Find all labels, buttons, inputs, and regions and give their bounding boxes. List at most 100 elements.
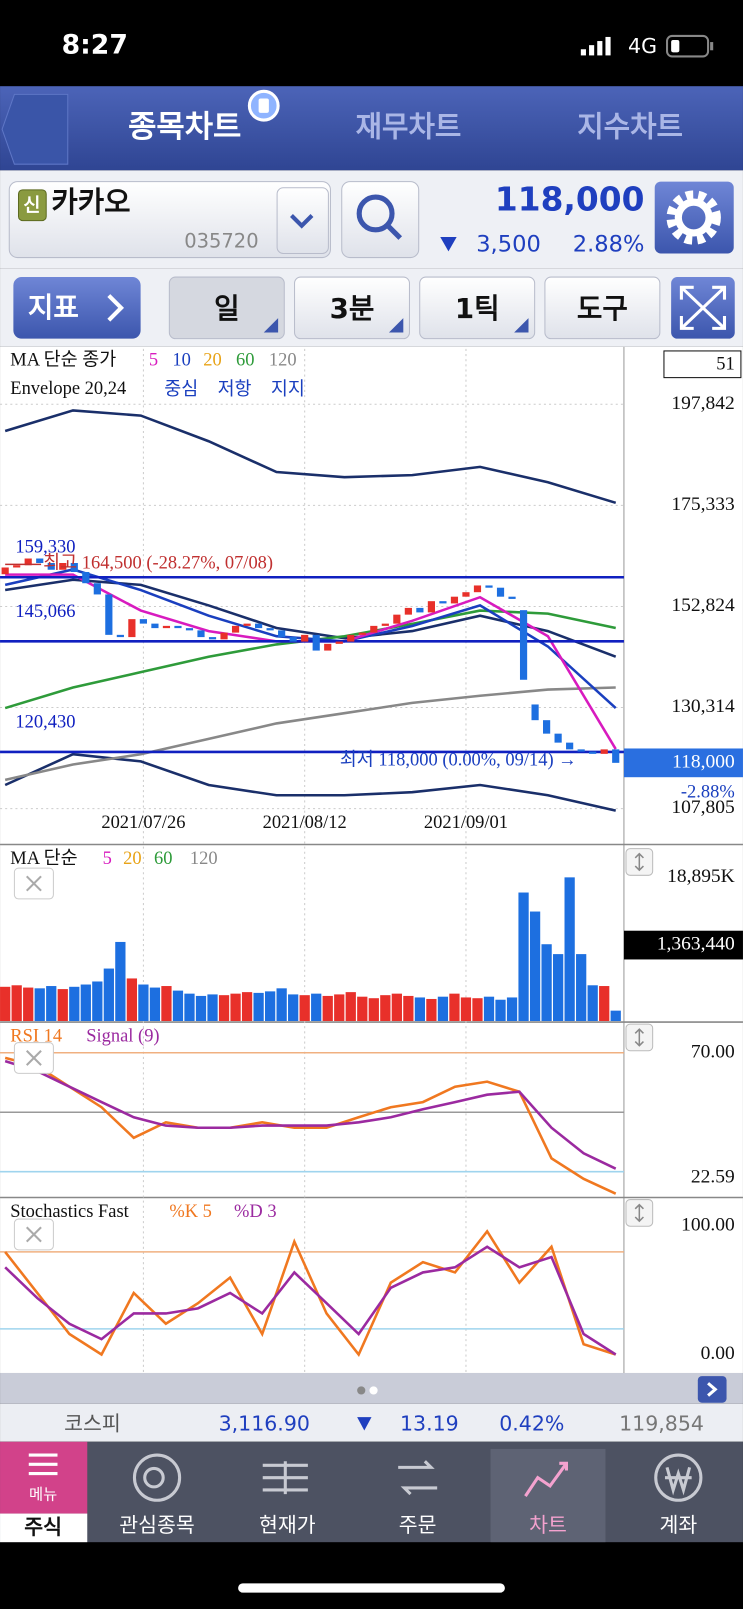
tab[interactable]: 지수차트 xyxy=(577,109,683,143)
candle xyxy=(82,571,90,584)
dropdown-button[interactable] xyxy=(276,187,329,254)
x-tick-label: 2021/08/12 xyxy=(263,812,347,832)
status-bar xyxy=(0,0,743,87)
candle xyxy=(554,733,562,743)
back-button[interactable] xyxy=(1,93,69,165)
down-arrow xyxy=(357,1417,372,1431)
candle xyxy=(174,625,182,629)
volume-bar xyxy=(195,995,207,1022)
indicator-line xyxy=(4,1229,617,1357)
ma-line xyxy=(4,752,617,812)
chart-title: Envelope 20,24 xyxy=(10,378,126,398)
legend-label: 120 xyxy=(269,349,297,369)
search-icon xyxy=(356,194,403,240)
index-bar xyxy=(0,1403,743,1442)
candle xyxy=(335,641,343,644)
stock-code: 035720 xyxy=(184,230,258,253)
volume-bar xyxy=(103,968,114,1022)
nav-label: 주식 xyxy=(24,1515,62,1539)
annotation: 최저 118,000 (0.00%, 09/14) → xyxy=(340,750,577,771)
volume-bar xyxy=(46,986,57,1022)
volume-bar xyxy=(518,892,529,1022)
volume-bar xyxy=(149,987,161,1022)
battery-icon xyxy=(666,34,714,58)
volume-bar xyxy=(299,995,310,1022)
indicator-button[interactable] xyxy=(13,277,141,339)
candle xyxy=(105,594,113,635)
candle xyxy=(24,558,32,566)
nav-selected xyxy=(490,1448,606,1543)
charts: 197,842 175,333 152,824 130,314 107,805 2021/… xyxy=(0,348,743,1373)
value-badge xyxy=(623,930,743,960)
nav-label[interactable]: 관심종목 xyxy=(119,1513,195,1537)
volume-bar xyxy=(80,984,91,1022)
tab-header xyxy=(0,86,743,171)
volume-bar xyxy=(552,954,564,1022)
tab-icon xyxy=(247,89,280,122)
candle xyxy=(393,614,401,624)
settings-button[interactable] xyxy=(654,181,734,254)
period-button[interactable] xyxy=(294,276,410,340)
index-value: 3,116.90 xyxy=(219,1411,310,1435)
candle xyxy=(473,585,482,593)
indicator-line xyxy=(4,1056,617,1195)
nav-label[interactable]: 차트 xyxy=(529,1513,567,1537)
volume-bar xyxy=(322,995,333,1022)
search-button[interactable] xyxy=(341,181,420,259)
volume-bar xyxy=(218,995,230,1022)
nav-label[interactable]: 계좌 xyxy=(659,1513,697,1537)
toolbar-buttons xyxy=(168,276,661,340)
candle xyxy=(139,619,147,624)
y-tick-label: 197,842 xyxy=(671,393,734,414)
x-tick-label: 2021/07/26 xyxy=(101,812,185,832)
nav-label[interactable]: 현재가 xyxy=(259,1513,316,1537)
legend-label: 10 xyxy=(172,349,190,369)
volume-bar xyxy=(34,988,45,1022)
tab[interactable]: 재무차트 xyxy=(356,109,462,143)
y-tick-label: 70.00 xyxy=(691,1041,735,1062)
legend-label: RSI 14 xyxy=(10,1026,62,1046)
candle xyxy=(36,558,44,564)
volume-bar xyxy=(437,996,449,1022)
tab[interactable]: 종목차트 xyxy=(128,109,241,145)
volume-bar xyxy=(184,993,195,1022)
close-icon xyxy=(25,1226,42,1243)
index-name: 코스피 xyxy=(64,1411,121,1435)
network: 4G xyxy=(628,34,657,58)
period-button[interactable] xyxy=(168,276,285,340)
candle xyxy=(185,628,194,631)
close-icon xyxy=(25,1050,42,1066)
change-label: -2.88% xyxy=(681,781,735,801)
period-button[interactable] xyxy=(419,276,536,340)
y-tick-label: 0.00 xyxy=(701,1343,735,1364)
candle xyxy=(47,563,55,570)
page-dot xyxy=(369,1386,378,1395)
index-change: 13.19 xyxy=(400,1411,459,1435)
candle xyxy=(358,632,366,635)
candle xyxy=(519,610,528,680)
indicator-line xyxy=(4,1059,617,1170)
volume-bar xyxy=(92,981,103,1022)
nav-label[interactable]: 주문 xyxy=(399,1513,437,1537)
toolbar-label: 도구 xyxy=(577,292,628,325)
nav-item[interactable] xyxy=(0,1513,88,1543)
toolbar-label: 지표 xyxy=(28,291,79,324)
home-area xyxy=(0,1542,743,1609)
tool-button[interactable] xyxy=(544,276,661,340)
level-label: 159,330 xyxy=(15,537,75,557)
volume-bar xyxy=(138,984,149,1022)
price: 118,000 xyxy=(495,181,645,219)
volume-bar xyxy=(391,993,402,1022)
value-badge-label: 1,363,440 xyxy=(657,934,735,955)
stock-input[interactable] xyxy=(8,181,331,259)
period-box xyxy=(663,350,742,379)
index-volume: 119,854 xyxy=(619,1411,704,1435)
candle xyxy=(278,630,286,638)
menu-icon xyxy=(28,1453,58,1476)
expand-icon xyxy=(679,285,727,330)
scroll-button[interactable] xyxy=(697,1376,727,1403)
scroll-icon xyxy=(707,1382,718,1397)
change: 3,500 xyxy=(476,232,541,258)
price-badge-label: 118,000 xyxy=(672,751,735,772)
period-label: 51 xyxy=(716,354,734,374)
